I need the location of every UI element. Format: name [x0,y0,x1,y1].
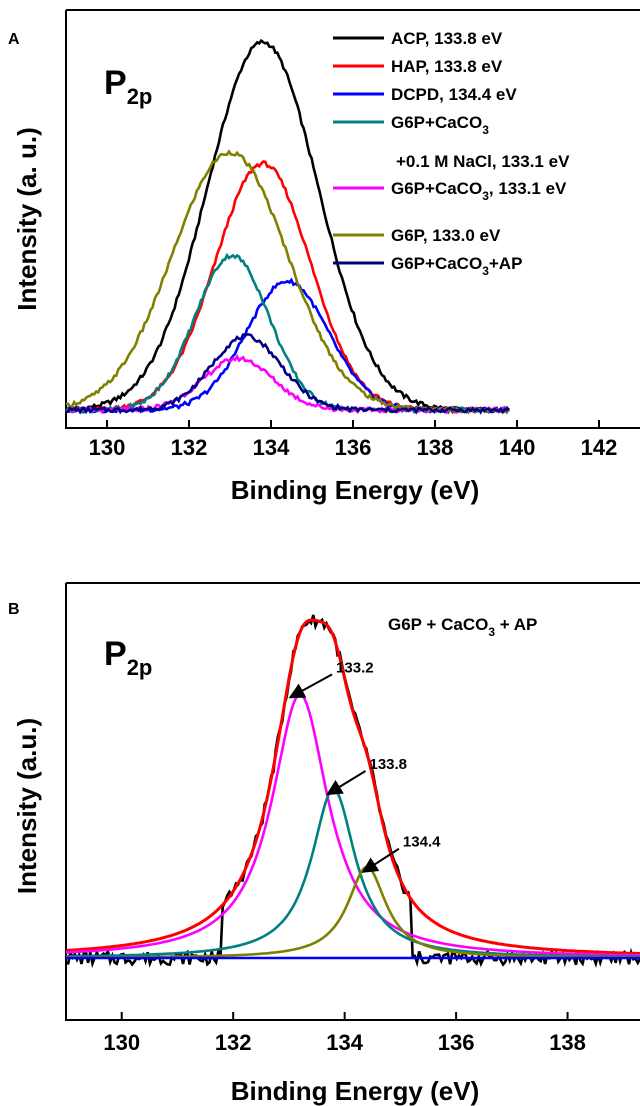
series-line-b-fit-envelope [65,618,640,955]
x-tick-label-a-140: 140 [499,435,536,460]
peak-annotations: 133.2 133.8 134.4 [288,659,441,873]
y-axis-label-a: Intensity (a. u.) [12,127,42,310]
title-b-subscript: 2p [127,655,153,680]
x-tick-label-b-134: 134 [326,1030,363,1055]
y-axis-label-b: Intensity (a.u.) [12,718,42,894]
x-tick-label-a-142: 142 [581,435,618,460]
x-tick-label-a-136: 136 [335,435,372,460]
legend-label-g6p: G6P, 133.0 eV [391,226,501,245]
svg-text:P2p: P2p [104,64,152,109]
legend-label-dcpd: DCPD, 134.4 eV [391,85,517,104]
series-line-a-acp-133-8-ev [64,38,510,415]
panel-a: A 130 132 134 136 138 140 142 P2p ACP, 133.8 e… [8,9,640,505]
x-tick-label-a-134: 134 [253,435,290,460]
x-tick-label-a-132: 132 [171,435,208,460]
svg-text:P2p: P2p [104,635,152,680]
title-a-main: P [104,64,127,102]
annotation-label-133-2: 133.2 [336,659,374,676]
annotation-arrow-133-2 [288,673,333,699]
x-tick-label-b-132: 132 [215,1030,252,1055]
title-a-subscript: 2p [127,84,153,109]
panel-b-sample-label: G6P + CaCO3 + AP [388,615,537,639]
legend-label-g6p-caco3-ap: G6P+CaCO3+AP [391,254,522,278]
plot-title-b: P2p [104,635,152,680]
x-tick-label-b-136: 136 [438,1030,475,1055]
x-tick-label-b-138: 138 [549,1030,586,1055]
annotation-arrow-133-8 [326,770,367,796]
legend-label-g6p-caco3-nacl: G6P+CaCO3 [391,113,489,137]
legend-label-acp: ACP, 133.8 eV [391,29,503,48]
x-tick-label-a-130: 130 [89,435,126,460]
legend-a: ACP, 133.8 eV HAP, 133.8 eV DCPD, 134.4 … [333,29,570,278]
panel-letter-b: B [8,601,20,618]
x-tick-label-b-130: 130 [103,1030,140,1055]
annotation-label-134-4: 134.4 [403,834,441,851]
annotation-label-133-8: 133.8 [369,756,407,773]
series-lines-b [65,614,640,969]
x-axis-label-a: Binding Energy (eV) [231,475,479,505]
panel-letter-a: A [8,31,20,48]
x-ticks-a: 130 132 134 136 138 140 142 [89,420,618,460]
annotation-arrow-134-4 [361,847,400,873]
legend-label-g6p-caco3-nacl-line2: +0.1 M NaCl, 133.1 eV [396,152,570,171]
x-ticks-b: 130 132 134 136 138 [103,1012,586,1055]
series-line-b-component-133-2 [65,692,640,957]
series-lines-a [64,38,510,415]
title-b-main: P [104,635,127,673]
legend-label-hap: HAP, 133.8 eV [391,57,503,76]
plot-title-a: P2p [104,64,152,109]
panel-b: B 130 132 134 136 138 P2p G6P + CaCO3 + AP 1… [8,582,640,1106]
series-line-b-component-133-8 [66,787,640,958]
plot-frame-b [65,582,640,1021]
legend-label-g6p-caco3: G6P+CaCO3, 133.1 eV [391,179,567,203]
x-tick-label-a-138: 138 [417,435,454,460]
series-line-a-g6p-caco-ap [66,333,510,415]
x-axis-label-b: Binding Energy (eV) [231,1076,479,1106]
plot-frame-a [65,9,640,429]
